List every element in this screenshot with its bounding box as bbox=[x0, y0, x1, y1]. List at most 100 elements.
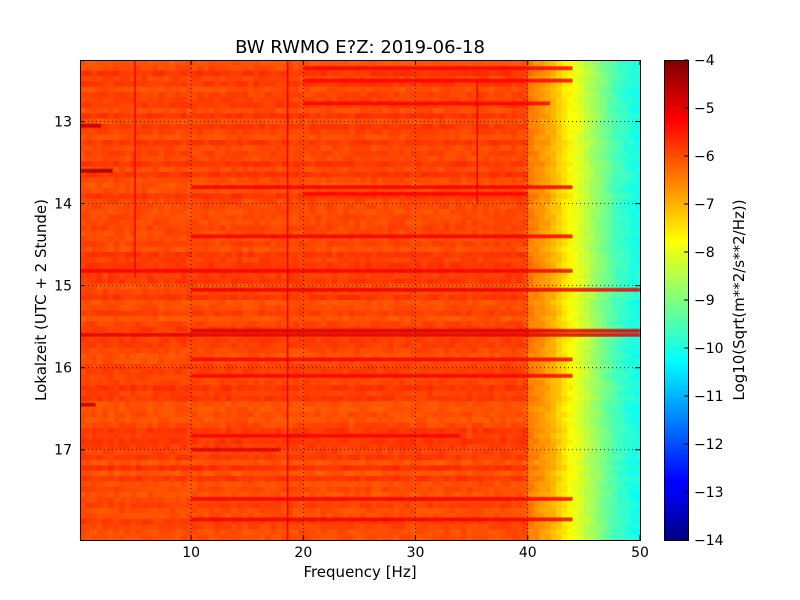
heatmap-cell bbox=[270, 305, 277, 312]
heatmap-cell bbox=[214, 102, 221, 109]
heatmap-cell bbox=[281, 134, 288, 141]
heatmap-cell bbox=[281, 81, 288, 88]
heatmap-cell bbox=[85, 92, 92, 98]
heatmap-cell bbox=[404, 220, 411, 226]
heatmap-cell bbox=[96, 204, 103, 210]
heatmap-cell bbox=[326, 108, 333, 114]
heatmap-cell bbox=[455, 188, 462, 194]
heatmap-cell bbox=[225, 262, 232, 269]
heatmap-cell bbox=[371, 118, 378, 125]
heatmap-cell bbox=[595, 60, 602, 66]
heatmap-cell bbox=[544, 60, 551, 66]
heatmap-cell bbox=[259, 166, 266, 173]
heatmap-cell bbox=[628, 60, 635, 66]
heatmap-cell bbox=[572, 124, 579, 130]
heatmap-cell bbox=[589, 209, 596, 216]
heatmap-cell bbox=[108, 150, 115, 157]
heatmap-cell bbox=[572, 118, 579, 125]
heatmap-cell bbox=[91, 118, 98, 125]
heatmap-cell bbox=[197, 193, 204, 200]
heatmap-cell bbox=[421, 92, 428, 98]
heatmap-cell bbox=[320, 204, 327, 210]
heatmap-cell bbox=[427, 124, 434, 130]
heatmap-cell bbox=[186, 108, 193, 114]
heatmap-cell bbox=[124, 86, 131, 93]
heatmap-cell bbox=[192, 108, 199, 114]
heatmap-cell bbox=[220, 246, 227, 253]
heatmap-cell bbox=[354, 273, 361, 280]
heatmap-cell bbox=[270, 209, 277, 216]
heatmap-cell bbox=[572, 193, 579, 200]
heatmap-cell bbox=[113, 166, 120, 173]
heatmap-cell bbox=[326, 161, 333, 168]
heatmap-cell bbox=[455, 225, 462, 232]
heatmap-cell bbox=[600, 230, 607, 237]
heatmap-cell bbox=[539, 92, 546, 98]
heatmap-cell bbox=[270, 81, 277, 88]
heatmap-cell bbox=[427, 60, 434, 66]
heatmap-cell bbox=[214, 236, 221, 242]
heatmap-cell bbox=[399, 60, 406, 66]
heatmap-cell bbox=[304, 97, 311, 104]
heatmap-cell bbox=[136, 97, 143, 104]
heatmap-cell bbox=[169, 241, 176, 248]
heatmap-cell bbox=[102, 97, 109, 104]
heatmap-cell bbox=[612, 294, 619, 301]
heatmap-cell bbox=[203, 209, 210, 216]
heatmap-cell bbox=[197, 60, 204, 66]
heatmap-cell bbox=[612, 198, 619, 205]
heatmap-cell bbox=[287, 172, 294, 178]
heatmap-cell bbox=[371, 150, 378, 157]
heatmap-cell bbox=[511, 204, 518, 210]
heatmap-cell bbox=[371, 278, 378, 285]
heatmap-cell bbox=[600, 316, 607, 322]
heatmap-cell bbox=[483, 92, 490, 98]
heatmap-cell bbox=[192, 241, 199, 248]
heatmap-cell bbox=[589, 70, 596, 77]
heatmap-cell bbox=[315, 86, 322, 93]
heatmap-cell bbox=[539, 150, 546, 157]
heatmap-cell bbox=[292, 316, 299, 322]
heatmap-cell bbox=[556, 214, 563, 221]
heatmap-cell bbox=[119, 289, 126, 296]
heatmap-cell bbox=[113, 236, 120, 242]
heatmap-cell bbox=[169, 230, 176, 237]
heatmap-cell bbox=[511, 177, 518, 184]
heatmap-cell bbox=[522, 129, 529, 136]
heatmap-cell bbox=[337, 108, 344, 114]
heatmap-cell bbox=[600, 166, 607, 173]
heatmap-cell bbox=[561, 145, 568, 152]
heatmap-cell bbox=[259, 316, 266, 322]
heatmap-cell bbox=[617, 198, 624, 205]
heatmap-cell bbox=[466, 257, 473, 264]
heatmap-cell bbox=[449, 220, 456, 226]
heatmap-cell bbox=[119, 204, 126, 210]
heatmap-cell bbox=[612, 273, 619, 280]
heatmap-cell bbox=[354, 156, 361, 162]
heatmap-cell bbox=[136, 92, 143, 98]
heatmap-cell bbox=[634, 246, 641, 253]
heatmap-cell bbox=[236, 310, 243, 317]
heatmap-cell bbox=[634, 198, 641, 205]
heatmap-cell bbox=[147, 220, 154, 226]
heatmap-cell bbox=[634, 268, 641, 274]
heatmap-cell bbox=[544, 156, 551, 162]
heatmap-cell bbox=[421, 305, 428, 312]
heatmap-cell bbox=[175, 321, 182, 328]
heatmap-cell bbox=[612, 102, 619, 109]
heatmap-cell bbox=[270, 273, 277, 280]
heatmap-cell bbox=[360, 166, 367, 173]
heatmap-cell bbox=[533, 188, 540, 194]
heatmap-cell bbox=[567, 220, 574, 226]
heatmap-cell bbox=[304, 134, 311, 141]
heatmap-cell bbox=[612, 321, 619, 328]
heatmap-cell bbox=[449, 150, 456, 157]
heatmap-cell bbox=[348, 118, 355, 125]
heatmap-cell bbox=[612, 316, 619, 322]
heatmap-cell bbox=[483, 172, 490, 178]
heatmap-cell bbox=[203, 230, 210, 237]
heatmap-cell bbox=[264, 156, 271, 162]
heatmap-cell bbox=[332, 92, 339, 98]
heatmap-cell bbox=[483, 300, 490, 306]
heatmap-cell bbox=[600, 134, 607, 141]
